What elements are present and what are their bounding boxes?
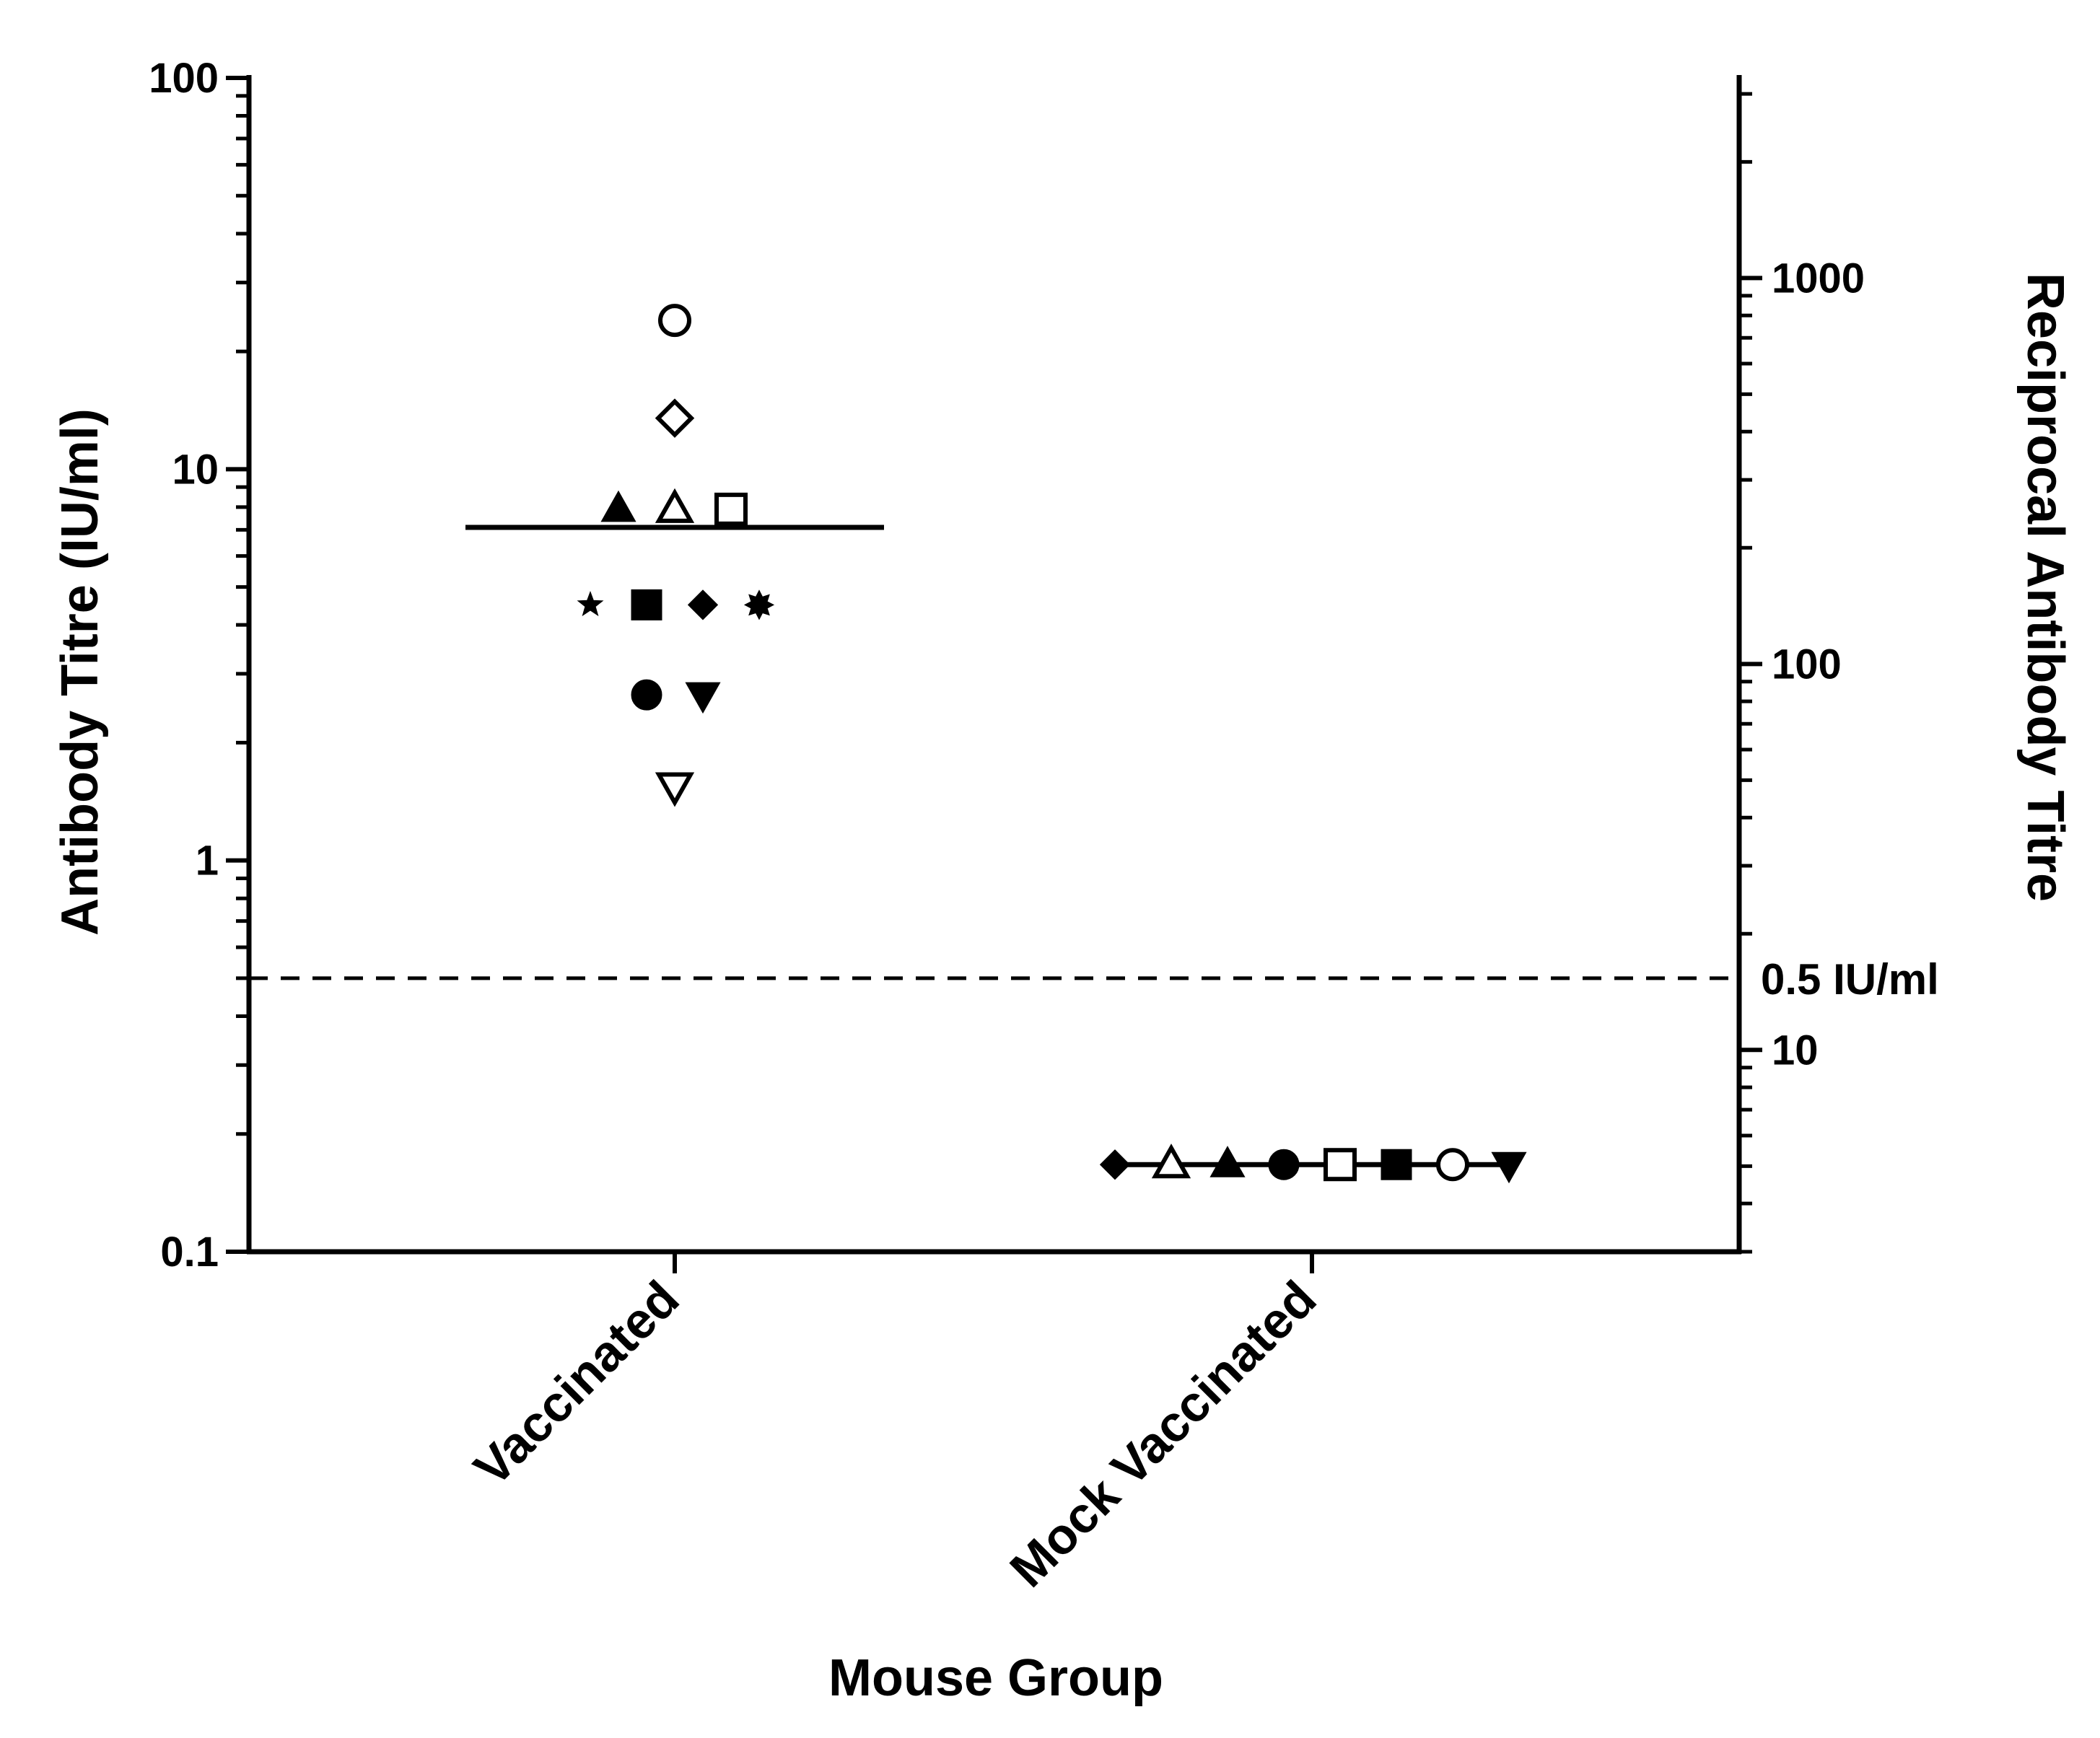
y2-tick-label: 10: [1772, 1027, 1819, 1074]
data-point: [631, 589, 662, 620]
data-point: [1099, 1149, 1131, 1180]
right-y-ticks: 10 100 1000: [1739, 92, 1865, 1254]
data-point: [1491, 1151, 1527, 1184]
data-point: [714, 492, 748, 526]
y2-tick-label: 100: [1772, 641, 1842, 688]
data-point: [1151, 1144, 1191, 1179]
category-label: Vaccinated: [463, 1270, 690, 1496]
data-points: [577, 304, 1527, 1184]
y2-tick-label: 1000: [1772, 255, 1865, 302]
data-point: [577, 590, 604, 617]
x-ticks: Vaccinated Mock Vaccinated: [463, 1252, 1327, 1598]
y-axis-label: Antibody Titre (IU/ml): [51, 408, 109, 936]
y-tick-label: 100: [149, 55, 219, 102]
x-axis-label: Mouse Group: [828, 1649, 1163, 1707]
data-point: [658, 304, 691, 338]
category-label: Mock Vaccinated: [999, 1270, 1327, 1597]
data-point: [1209, 1146, 1246, 1177]
reference-line-label: 0.5 IU/ml: [1761, 955, 1939, 1004]
data-point: [685, 682, 721, 714]
data-point: [655, 398, 695, 438]
data-point: [631, 679, 662, 711]
group-means: [465, 525, 1510, 1167]
data-point: [655, 772, 695, 807]
data-point: [1268, 1149, 1300, 1180]
data-point: [1381, 1149, 1412, 1180]
data-point: [1436, 1148, 1469, 1182]
data-point: [743, 589, 775, 620]
y2-axis-label: Reciprocal Antibody Titre: [2016, 273, 2074, 902]
data-point: [655, 488, 695, 523]
y-tick-label: 0.1: [160, 1229, 219, 1276]
left-y-ticks: 0.1 1 10 100: [149, 55, 249, 1276]
data-point: [600, 490, 636, 522]
data-point: [1324, 1148, 1357, 1182]
y-tick-label: 10: [172, 446, 219, 493]
y-tick-label: 1: [196, 838, 219, 885]
data-point: [687, 589, 719, 620]
